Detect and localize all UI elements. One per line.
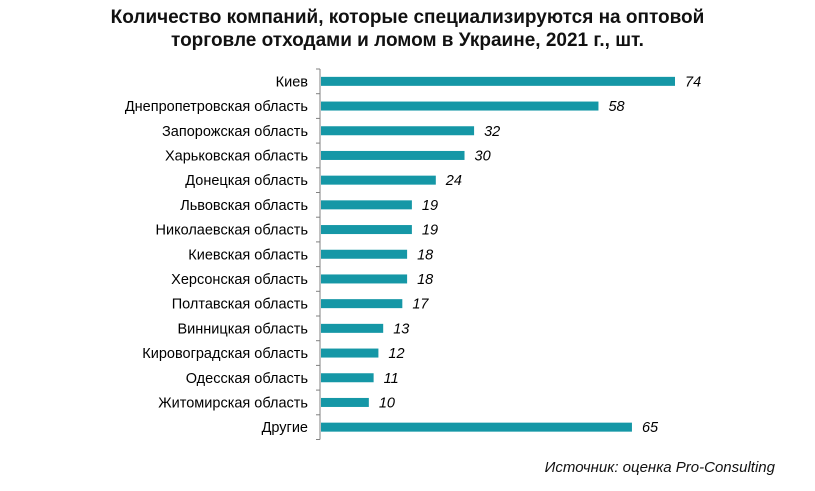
value-label: 58 bbox=[608, 99, 624, 115]
category-label: Запорожская область bbox=[162, 124, 308, 140]
category-label: Одесская область bbox=[186, 371, 308, 387]
chart-title-line-2: торговле отходами и ломом в Украине, 202… bbox=[171, 30, 644, 51]
category-label: Киев bbox=[276, 74, 309, 90]
category-label: Винницкая область bbox=[178, 321, 309, 337]
bar bbox=[321, 373, 374, 383]
category-label: Донецкая область bbox=[185, 173, 308, 189]
value-label: 74 bbox=[685, 74, 701, 90]
category-label: Житомирская область bbox=[158, 395, 308, 411]
category-label: Другие bbox=[262, 420, 308, 436]
bar bbox=[321, 175, 436, 185]
category-label: Днепропетровская область bbox=[125, 99, 308, 115]
bar bbox=[321, 299, 403, 309]
bar bbox=[321, 200, 412, 210]
value-label: 32 bbox=[484, 124, 500, 140]
value-label: 10 bbox=[379, 395, 395, 411]
bar bbox=[321, 76, 675, 86]
value-label: 30 bbox=[475, 148, 491, 164]
chart-title-line-1: Количество компаний, которые специализир… bbox=[110, 7, 705, 28]
category-label: Николаевская область bbox=[156, 223, 309, 239]
value-label: 24 bbox=[445, 173, 462, 189]
category-label: Харьковская область bbox=[165, 148, 308, 164]
bar bbox=[321, 274, 408, 284]
bar bbox=[321, 348, 379, 358]
value-label: 18 bbox=[417, 272, 433, 288]
bar bbox=[321, 397, 369, 407]
source-note: Источник: оценка Pro-Consulting bbox=[544, 459, 775, 476]
bar bbox=[321, 101, 599, 111]
category-label: Киевская область bbox=[188, 247, 308, 263]
chart-title: Количество компаний, которые специализир… bbox=[0, 6, 815, 52]
category-label: Полтавская область bbox=[172, 297, 308, 313]
bar bbox=[321, 150, 465, 160]
bar bbox=[321, 422, 632, 432]
value-label: 19 bbox=[422, 198, 438, 214]
value-label: 11 bbox=[384, 371, 399, 387]
bar bbox=[321, 249, 408, 259]
bar bbox=[321, 323, 384, 333]
bar bbox=[321, 126, 475, 136]
value-label: 17 bbox=[412, 297, 429, 313]
value-label: 12 bbox=[388, 346, 404, 362]
value-label: 19 bbox=[422, 223, 438, 239]
category-label: Львовская область bbox=[180, 198, 308, 214]
value-label: 65 bbox=[642, 420, 659, 436]
category-label: Херсонская область bbox=[171, 272, 308, 288]
bar bbox=[321, 225, 412, 235]
value-label: 13 bbox=[393, 321, 409, 337]
category-label: Кировоградская область bbox=[142, 346, 308, 362]
value-label: 18 bbox=[417, 247, 433, 263]
